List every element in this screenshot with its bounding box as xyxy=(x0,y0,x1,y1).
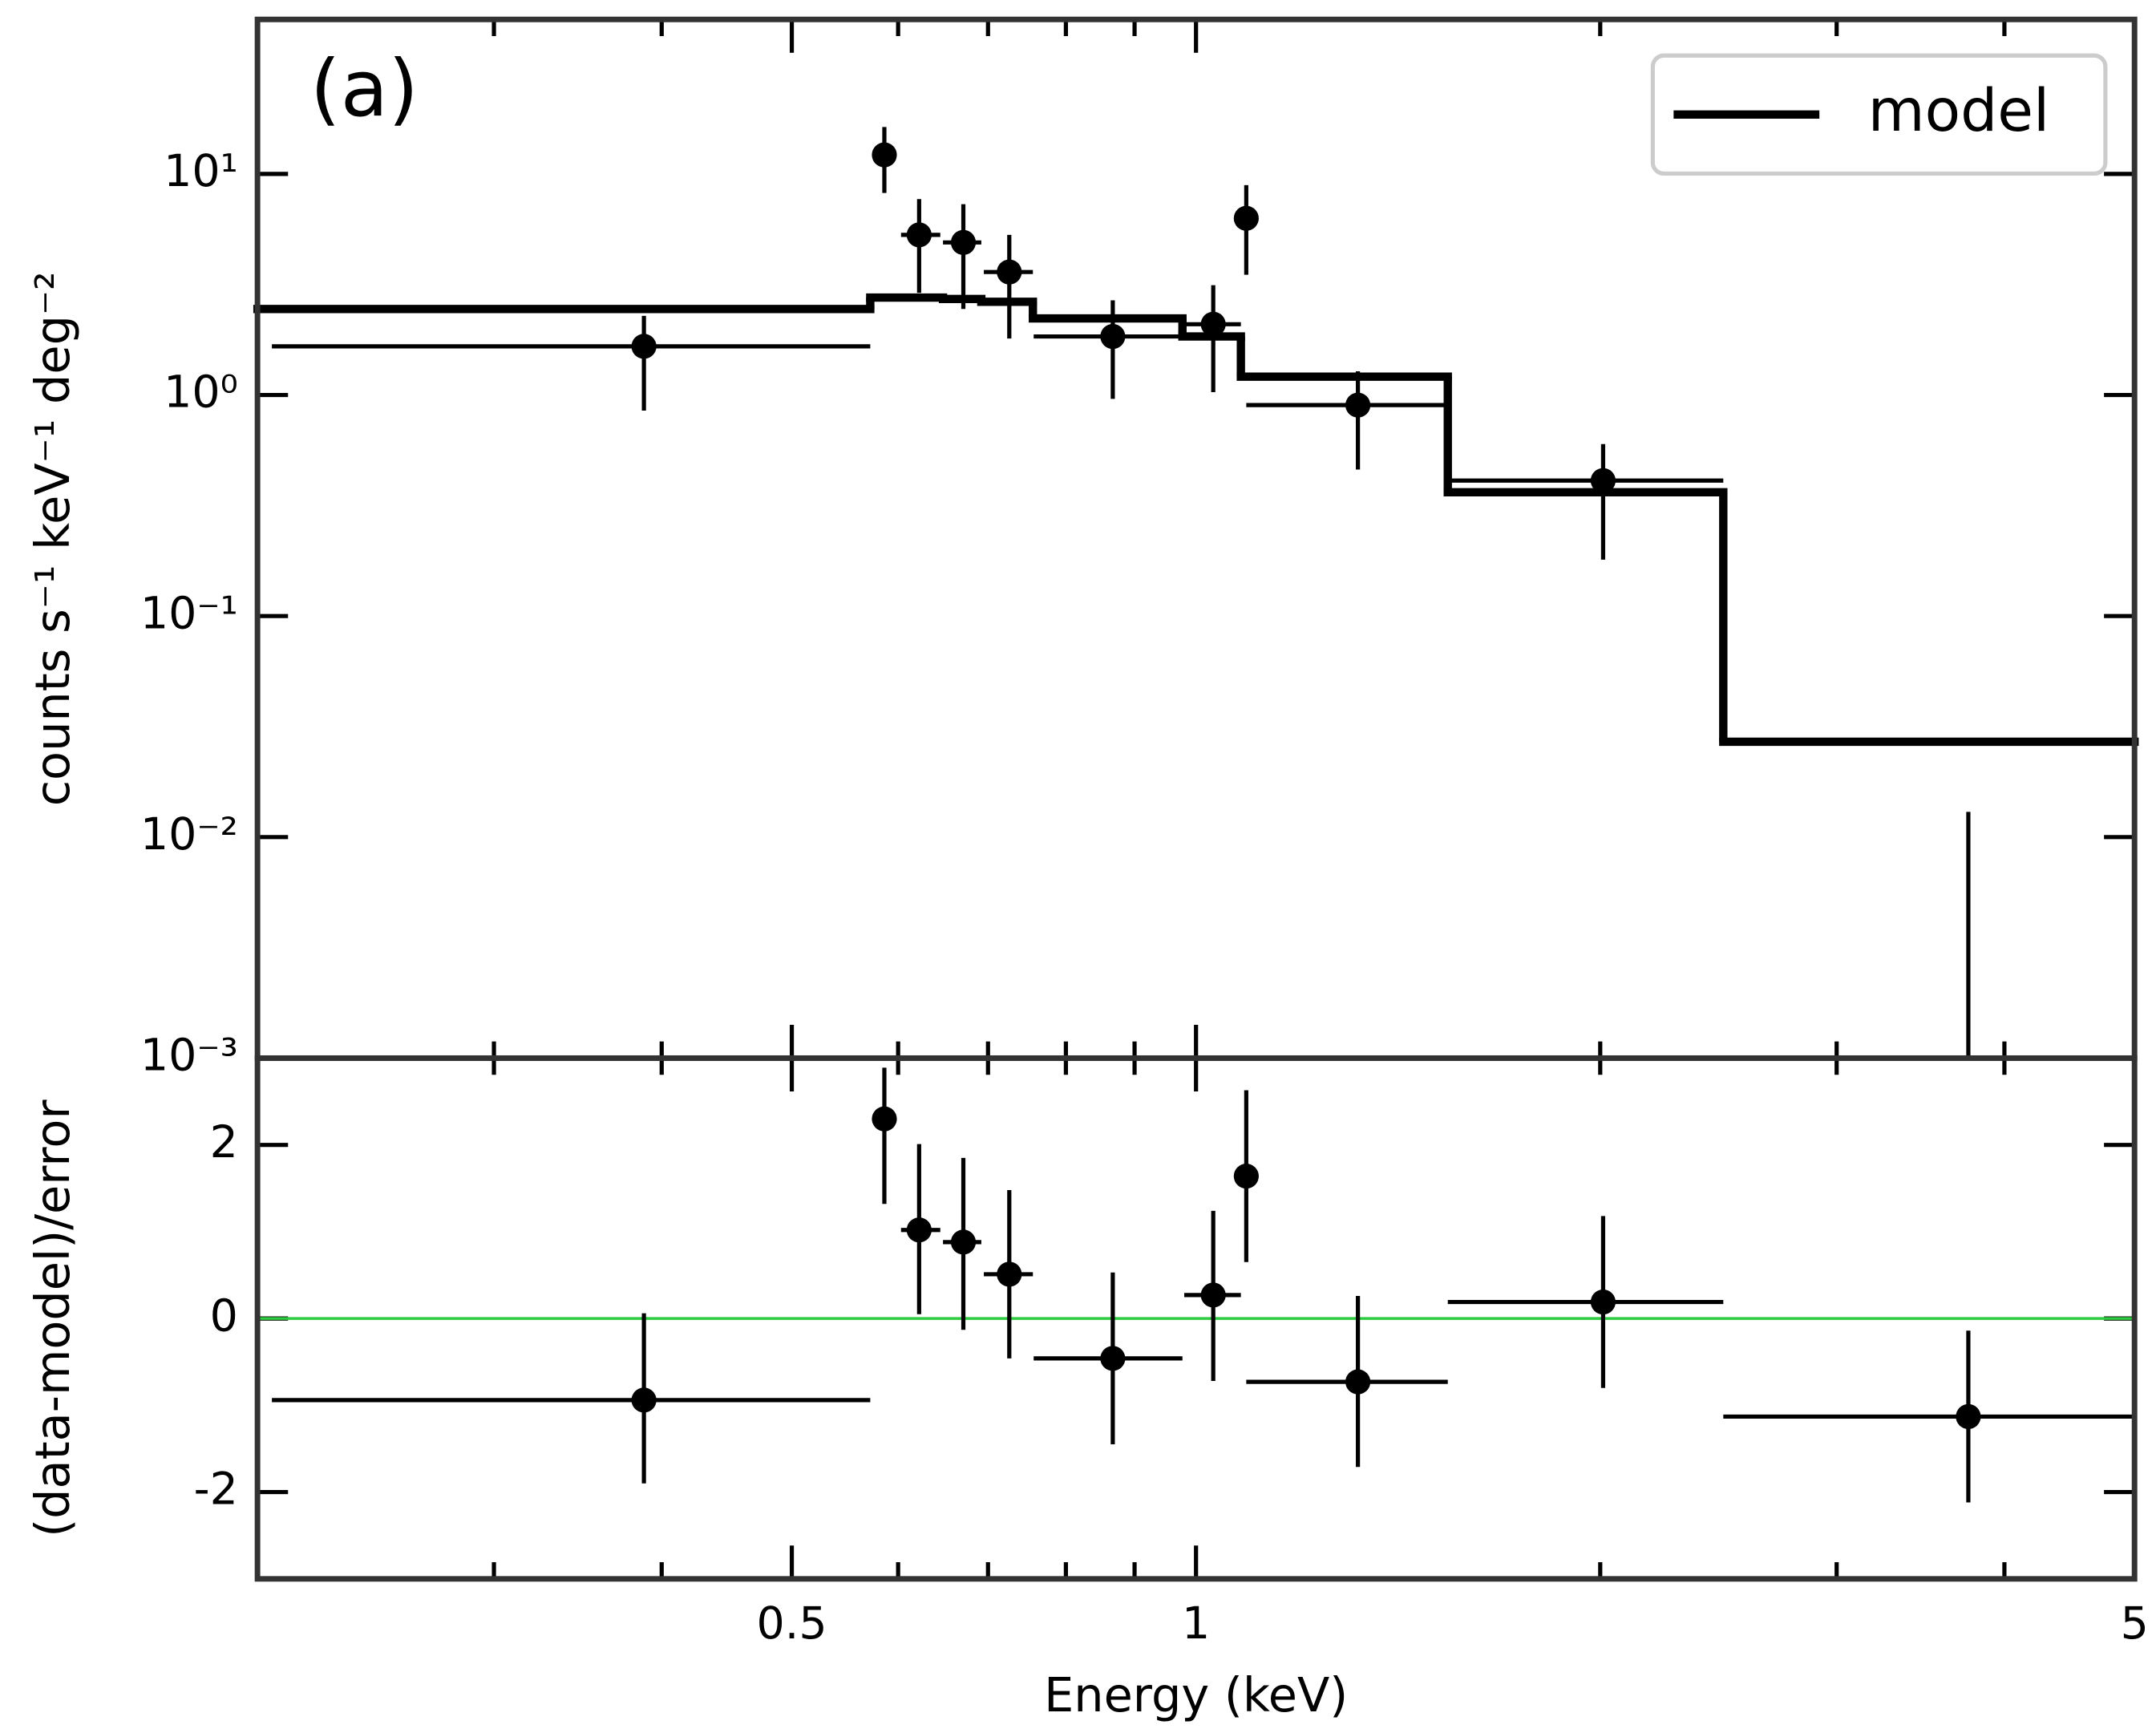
data-point xyxy=(950,229,977,255)
data-point xyxy=(1100,1346,1126,1371)
y-tick-label: 10⁰ xyxy=(164,367,238,419)
legend-box xyxy=(1650,53,2108,176)
y-tick-label: 10⁻¹ xyxy=(140,588,238,639)
data-point xyxy=(1200,311,1226,337)
data-point xyxy=(631,1387,657,1413)
y-tick-label: 2 xyxy=(210,1117,238,1168)
x-tick-label: 1 xyxy=(1182,1598,1210,1650)
x-tick-label: 5 xyxy=(2121,1598,2149,1650)
data-point xyxy=(997,259,1022,285)
data-point xyxy=(1345,1369,1371,1395)
data-point xyxy=(906,222,932,248)
y-tick-label: 10⁻³ xyxy=(140,1030,238,1082)
data-point xyxy=(906,1217,932,1243)
data-point xyxy=(1233,1164,1259,1189)
legend-label: model xyxy=(1868,77,2049,145)
data-point xyxy=(1590,1289,1616,1315)
data-point xyxy=(1233,205,1259,231)
data-point xyxy=(631,334,657,359)
data-point xyxy=(1200,1282,1226,1308)
data-point xyxy=(872,142,897,168)
data-point xyxy=(1345,392,1371,418)
x-tick-label: 0.5 xyxy=(756,1598,827,1650)
y-tick-label: -2 xyxy=(194,1464,238,1516)
data-point xyxy=(872,1106,897,1132)
y-axis-label: (data-model)/error xyxy=(25,1099,80,1537)
y-tick-label: 10¹ xyxy=(164,146,238,197)
y-axis-label: counts s⁻¹ keV⁻¹ deg⁻² xyxy=(25,271,80,806)
panel-annotation: (a) xyxy=(310,43,419,134)
y-tick-label: 10⁻² xyxy=(140,809,238,860)
data-point xyxy=(997,1261,1022,1287)
x-axis-label: Energy (keV) xyxy=(1044,1667,1348,1723)
data-point xyxy=(1590,468,1616,493)
data-point xyxy=(1956,1403,1981,1430)
data-point xyxy=(950,1229,977,1255)
y-tick-label: 0 xyxy=(210,1290,238,1342)
data-point xyxy=(1100,323,1126,350)
axes-frame xyxy=(254,1055,2138,1582)
